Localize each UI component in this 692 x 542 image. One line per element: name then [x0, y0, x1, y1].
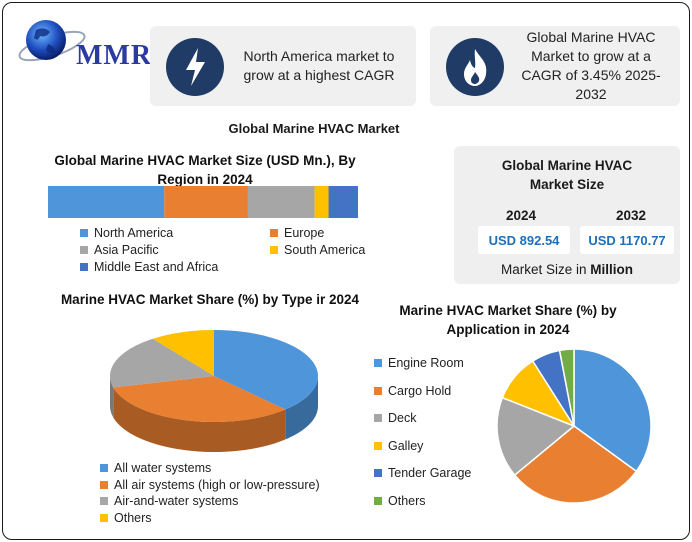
globe-icon: [18, 20, 86, 62]
legend-swatch: [80, 229, 88, 237]
application-pie-slice-cargo-hold: [513, 425, 638, 504]
region-chart-title: Global Marine HVAC Market Size (USD Mn.)…: [54, 153, 356, 187]
type-chart-title: Marine HVAC Market Share (%) by Type ir …: [60, 292, 360, 307]
application-legend-item: Others: [374, 494, 426, 508]
region-legend-item: Asia Pacific: [80, 243, 159, 257]
legend-swatch: [374, 497, 382, 505]
unit-bold: Million: [590, 262, 634, 277]
region-bar-north-america: [48, 186, 165, 218]
type-legend-item: Air-and-water systems: [100, 494, 238, 508]
legend-label: Europe: [284, 226, 325, 240]
region-legend-item: South America: [270, 243, 365, 257]
main-title: Global Marine HVAC Market: [228, 121, 400, 136]
year-2032-label: 2032: [616, 208, 647, 223]
type-pie-side-air-and-water-systems: [110, 376, 114, 418]
application-pie-slice-others: [558, 348, 575, 427]
region-legend-item: Europe: [270, 226, 324, 240]
highlight-card-1: North America market to grow at a highes…: [150, 26, 416, 106]
legend-label: Tender Garage: [388, 466, 472, 481]
region-legend-item: North America: [80, 226, 173, 240]
legend-swatch: [100, 464, 108, 472]
legend-label: Others: [114, 510, 152, 525]
type-legend-item: All water systems: [100, 461, 211, 475]
legend-swatch: [374, 386, 382, 395]
application-pie-chart: [496, 348, 652, 504]
legend-label: Galley: [388, 438, 424, 453]
year-2024-label: 2024: [506, 208, 537, 223]
unit-prefix: Market Size in: [500, 262, 591, 277]
value-2024: USD 892.54: [478, 226, 570, 254]
region-bar-south-america: [314, 186, 329, 218]
legend-label: North America: [94, 226, 174, 240]
highlight-card-2: Global Marine HVAC Market to grow at a C…: [430, 26, 680, 106]
highlight-text-2: Global Marine HVAC Market to grow at a C…: [521, 29, 661, 102]
legend-swatch: [100, 480, 108, 489]
legend-label: Deck: [388, 411, 417, 426]
type-pie-side-all-water-systems: [285, 376, 318, 440]
market-size-panel: Global Marine HVAC Market Size 2024 2032…: [454, 146, 680, 284]
application-legend-item: Engine Room: [374, 356, 464, 370]
legend-label: South America: [284, 243, 366, 257]
legend-label: Middle East and Africa: [94, 260, 219, 274]
legend-swatch: [270, 229, 278, 237]
legend-label: All water systems: [114, 461, 212, 475]
type-pie-side-all-air-systems-high-or-low-pressure: [113, 387, 286, 452]
region-bar-asia-pacific: [247, 186, 315, 218]
legend-label: Air-and-water systems: [114, 494, 239, 508]
brand-text: MMR: [76, 40, 153, 71]
value-2032: USD 1170.77: [580, 226, 674, 254]
legend-label: Asia Pacific: [94, 243, 159, 257]
type-pie-slice-all-air-systems-high-or-low-pressure: [113, 376, 286, 422]
legend-label: Others: [388, 494, 426, 508]
region-bar-chart: [48, 186, 358, 218]
flame-icon: [446, 38, 504, 96]
legend-swatch: [374, 359, 382, 367]
legend-label: Cargo Hold: [388, 383, 452, 398]
type-pie-slice-all-water-systems: [214, 330, 318, 410]
region-legend-item: Middle East and Africa: [80, 260, 218, 274]
legend-swatch: [374, 469, 382, 478]
legend-label: Engine Room: [388, 356, 464, 370]
legend-swatch: [270, 246, 278, 254]
type-pie-slice-others: [152, 330, 214, 376]
legend-swatch: [100, 497, 108, 505]
application-pie-slice-deck: [496, 396, 576, 477]
type-pie-chart: [110, 330, 318, 452]
legend-swatch: [100, 513, 108, 522]
application-legend-item: Deck: [374, 411, 416, 425]
application-chart-title: Marine HVAC Market Share (%) by Applicat…: [399, 303, 617, 337]
lightning-icon: [166, 38, 224, 96]
panel-title: Global Marine HVAC Market Size: [501, 158, 633, 192]
type-pie-slice-air-and-water-systems: [110, 338, 214, 388]
unit-label: Market Size in Million: [454, 262, 680, 277]
legend-label: All air systems (high or low-pressure): [114, 477, 320, 492]
region-bar-middle-east-and-africa: [328, 186, 358, 218]
mmr-logo: MMR: [14, 14, 151, 74]
legend-swatch: [80, 263, 88, 271]
legend-swatch: [374, 414, 382, 423]
application-pie-slice-engine-room: [573, 348, 652, 473]
application-legend-item: Galley: [374, 439, 423, 453]
legend-swatch: [374, 441, 382, 450]
type-legend-item: All air systems (high or low-pressure): [100, 478, 320, 492]
type-legend-item: Others: [100, 511, 152, 525]
highlight-text-1: North America market to grow at a highes…: [243, 48, 395, 83]
application-legend-item: Cargo Hold: [374, 384, 451, 398]
region-bar-europe: [164, 186, 248, 218]
application-legend-item: Tender Garage: [374, 466, 471, 480]
legend-swatch: [80, 246, 88, 254]
